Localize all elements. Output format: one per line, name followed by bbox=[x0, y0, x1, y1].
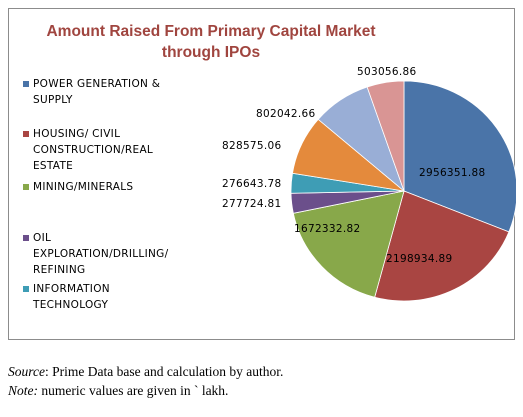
legend-label-2-line-2: CONSTRUCTION/REAL bbox=[33, 144, 153, 156]
pie-slice-1 bbox=[403, 80, 516, 233]
legend-label-2-line-1: HOUSING/ CIVIL bbox=[33, 128, 120, 140]
pie-slices bbox=[290, 80, 516, 302]
chart-title-line-1: Amount Raised From Primary Capital Marke… bbox=[46, 23, 375, 40]
legend-label-1-line-2: SUPPLY bbox=[33, 94, 73, 106]
source-text: : Prime Data base and calculation by aut… bbox=[45, 364, 284, 379]
data-label-3: 1672332.82 bbox=[294, 223, 360, 235]
legend-label-5-line-1: INFORMATION bbox=[33, 283, 110, 295]
pie-slice-3 bbox=[292, 190, 405, 298]
data-label-7: 802042.66 bbox=[256, 108, 316, 120]
note-label: Note: bbox=[8, 383, 38, 398]
pie-slice-2 bbox=[374, 190, 510, 302]
data-label-1: 2956351.88 bbox=[419, 167, 485, 179]
legend-label-3-line-1: MINING/MINERALS bbox=[33, 181, 133, 193]
pie-slice-8 bbox=[366, 80, 405, 192]
pie-chart: Amount Raised From Primary Capital Marke… bbox=[23, 23, 516, 311]
data-label-6: 828575.06 bbox=[222, 140, 282, 152]
data-labels: 2956351.88 2198934.89 1672332.82 277724.81 2… bbox=[222, 66, 485, 265]
data-label-8: 503056.86 bbox=[357, 66, 417, 78]
chart-title-line-2: through IPOs bbox=[162, 44, 260, 61]
legend-swatch-3 bbox=[23, 184, 29, 190]
legend-label-5-line-2: TECHNOLOGY bbox=[32, 299, 108, 311]
legend-label-1-line-1: POWER GENERATION & bbox=[33, 78, 160, 90]
data-label-5: 276643.78 bbox=[222, 178, 281, 190]
note-caption: Note: numeric values are given in ` lakh… bbox=[8, 383, 228, 399]
source-caption: Source: Prime Data base and calculation … bbox=[8, 364, 283, 380]
legend-label-4-line-2: EXPLORATION/DRILLING/ bbox=[33, 248, 169, 260]
legend-swatch-4 bbox=[23, 235, 29, 241]
note-text: numeric values are given in ` lakh. bbox=[38, 383, 229, 398]
legend: POWER GENERATION & SUPPLY HOUSING/ CIVIL CO… bbox=[23, 78, 169, 311]
legend-swatch-1 bbox=[23, 81, 29, 87]
chart-container: Amount Raised From Primary Capital Marke… bbox=[8, 8, 516, 340]
data-label-2: 2198934.89 bbox=[386, 253, 452, 265]
data-label-4: 277724.81 bbox=[222, 198, 281, 210]
source-label: Source bbox=[8, 364, 45, 379]
legend-label-2-line-3: ESTATE bbox=[33, 160, 73, 172]
legend-label-4-line-1: OIL bbox=[33, 232, 51, 244]
legend-swatch-5 bbox=[23, 286, 29, 292]
legend-swatch-2 bbox=[23, 131, 29, 137]
legend-label-4-line-3: REFINING bbox=[33, 264, 85, 276]
